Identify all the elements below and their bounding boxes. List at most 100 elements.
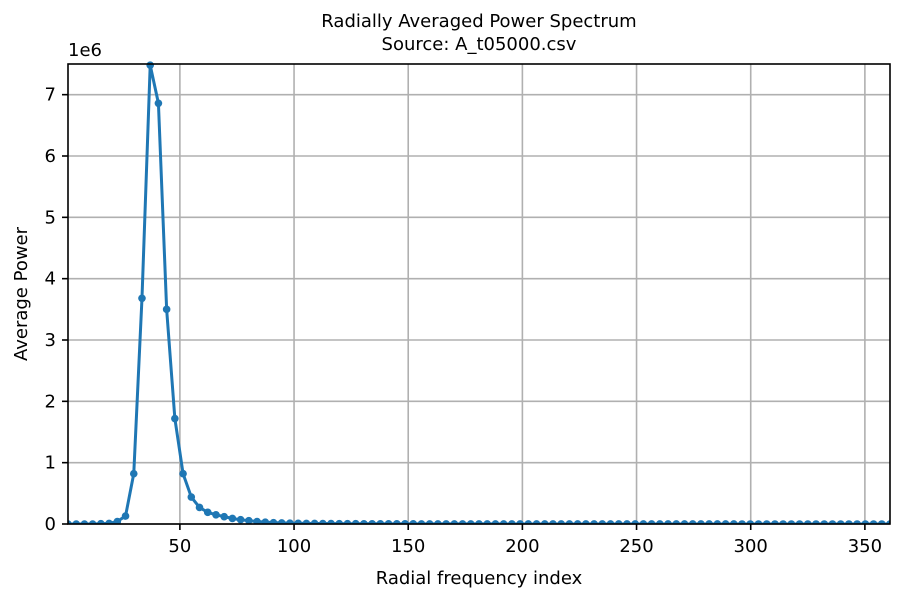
data-point (721, 520, 730, 524)
y-tick-label: 3 (45, 330, 56, 351)
data-point (688, 520, 697, 524)
data-point (771, 520, 779, 524)
data-point (113, 517, 122, 524)
data-point (508, 520, 516, 524)
data-point (614, 520, 623, 524)
data-point (672, 520, 681, 524)
x-tick-label: 350 (848, 536, 882, 557)
data-point (203, 508, 212, 517)
plot-frame (67, 63, 891, 525)
data-point (886, 520, 890, 524)
data-point (762, 520, 771, 524)
data-point (491, 520, 500, 524)
data-point (228, 514, 237, 523)
y-tick-label: 0 (45, 514, 56, 535)
data-point (573, 520, 582, 524)
data-point (286, 519, 294, 524)
data-point (154, 99, 163, 108)
data-point (516, 520, 524, 524)
data-point (557, 520, 565, 524)
data-point (795, 520, 804, 524)
data-point (294, 519, 302, 524)
data-point (351, 519, 360, 524)
data-point (417, 520, 426, 524)
data-point (656, 520, 664, 524)
data-point (631, 520, 639, 524)
chart-subtitle: Source: A_t05000.csv (382, 34, 577, 55)
data-point (376, 519, 385, 524)
data-point (146, 61, 154, 70)
data-point (72, 520, 81, 524)
data-point (680, 520, 689, 524)
data-point (787, 520, 796, 524)
data-point (754, 520, 763, 524)
data-point (68, 520, 72, 524)
data-point (97, 519, 105, 524)
data-point (738, 520, 746, 524)
data-point (623, 520, 631, 524)
x-tick-label: 300 (734, 536, 768, 557)
data-point (310, 519, 319, 524)
data-point (606, 520, 615, 524)
y-tick-label: 7 (45, 85, 56, 106)
data-point (138, 294, 146, 303)
data-point (105, 519, 113, 524)
data-point (450, 520, 459, 524)
data-point (261, 518, 270, 524)
y-tick-label: 1 (45, 453, 56, 474)
data-point (335, 519, 344, 524)
data-point (187, 493, 196, 501)
data-point (828, 520, 837, 524)
data-point (804, 520, 812, 524)
data-point (236, 515, 245, 524)
y-axis-label: Average Power (11, 226, 32, 361)
data-point (179, 469, 187, 478)
data-point (779, 520, 787, 524)
data-point (277, 519, 286, 524)
data-point (877, 520, 886, 524)
data-point (664, 520, 672, 524)
data-point (697, 520, 705, 524)
data-point (269, 518, 278, 524)
data-point (343, 519, 352, 524)
data-point (253, 517, 261, 524)
y-tick-label: 6 (45, 146, 56, 167)
data-point (171, 414, 179, 423)
data-point (393, 520, 401, 524)
data-point (327, 519, 335, 524)
y-offset-label: 1e6 (68, 40, 102, 61)
data-point (466, 520, 475, 524)
data-point (80, 520, 89, 524)
data-point (639, 520, 648, 524)
data-point (598, 520, 607, 524)
data-point (401, 520, 409, 524)
x-tick-label: 250 (619, 536, 653, 557)
y-tick-label: 2 (45, 391, 56, 412)
data-point (162, 305, 171, 314)
data-point (499, 520, 508, 524)
data-point (212, 511, 220, 519)
data-point (302, 519, 311, 524)
data-point (524, 520, 533, 524)
data-point (836, 520, 845, 524)
data-point (220, 512, 228, 521)
data-point (88, 520, 97, 524)
data-point (442, 520, 450, 524)
data-point (434, 520, 442, 524)
data-point (582, 520, 590, 524)
data-point (705, 520, 713, 524)
data-point (713, 520, 722, 524)
data-point (475, 520, 483, 524)
data-point (121, 512, 130, 520)
data-point (195, 503, 204, 512)
data-point (360, 519, 368, 524)
data-point (540, 520, 549, 524)
data-point (853, 520, 861, 524)
data-point (812, 520, 820, 524)
data-point (425, 520, 434, 524)
axes: 50 100 150 200 250 300 350 0 1 2 3 4 5 6 7 (45, 63, 891, 557)
x-tick-label: 200 (505, 536, 539, 557)
data-point (458, 520, 467, 524)
data-point (245, 516, 253, 524)
